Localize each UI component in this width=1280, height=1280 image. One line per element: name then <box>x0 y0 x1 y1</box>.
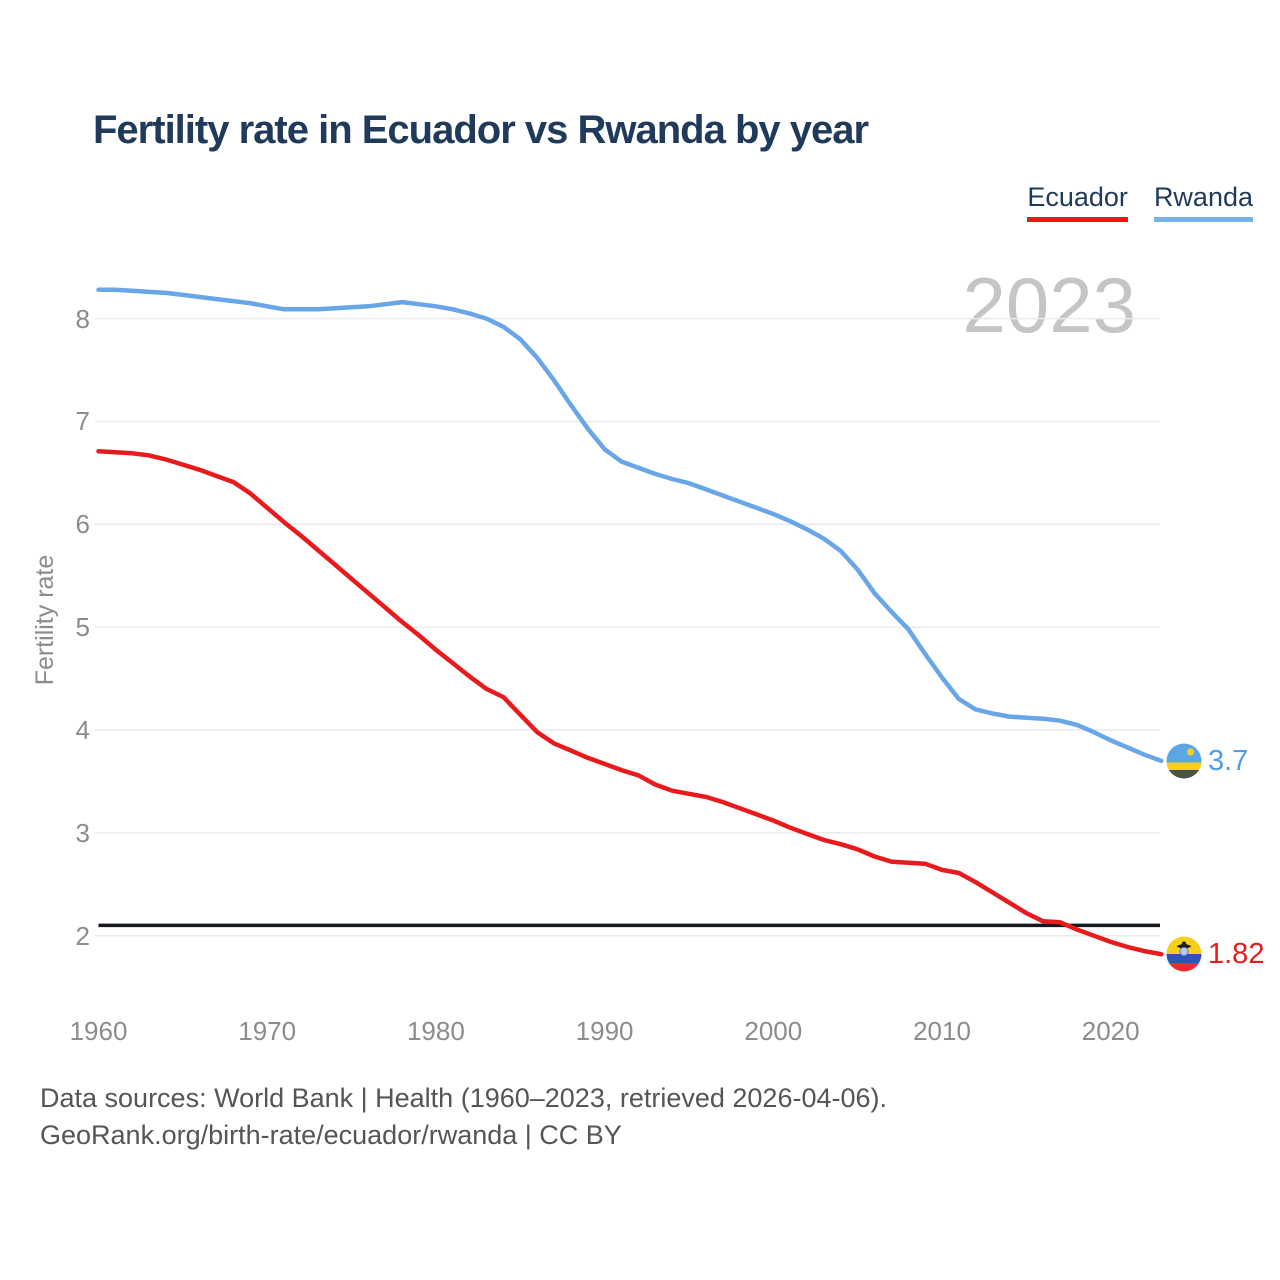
page-title: Fertility rate in Ecuador vs Rwanda by y… <box>93 108 869 152</box>
ecuador-flag-icon <box>1166 936 1202 972</box>
x-tick-label-2020: 2020 <box>1081 1016 1140 1046</box>
y-tick-label-2: 2 <box>75 920 90 951</box>
footer: Data sources: World Bank | Health (1960–… <box>40 1080 887 1154</box>
ecuador-line[interactable] <box>96 449 1164 957</box>
x-tick-label-1990: 1990 <box>575 1016 634 1046</box>
legend: Ecuador Rwanda <box>1027 182 1253 222</box>
y-tick-label-4: 4 <box>75 715 90 745</box>
x-tick-label-1960: 1960 <box>69 1016 128 1046</box>
x-tick-label-1980: 1980 <box>406 1016 465 1046</box>
footer-attribution-line: GeoRank.org/birth-rate/ecuador/rwanda | … <box>40 1120 622 1150</box>
x-tick-label-2000: 2000 <box>744 1016 803 1046</box>
y-tick-label-6: 6 <box>75 509 90 540</box>
legend-item-rwanda[interactable]: Rwanda <box>1153 182 1253 222</box>
x-tick-label-1970: 1970 <box>238 1016 297 1046</box>
ecuador-end-value-label: 1.82 <box>1208 938 1265 971</box>
legend-item-ecuador[interactable]: Ecuador <box>1027 182 1128 222</box>
footer-sources-line: Data sources: World Bank | Health (1960–… <box>40 1083 887 1113</box>
year-watermark: 2023 <box>962 261 1136 349</box>
y-tick-label-5: 5 <box>75 612 90 643</box>
rwanda-flag-icon <box>1166 743 1202 779</box>
rwanda-line[interactable] <box>96 287 1164 764</box>
x-tick-label-2010: 2010 <box>913 1016 971 1046</box>
gridlines <box>95 317 1160 937</box>
rwanda-end-value-label: 3.7 <box>1208 744 1249 777</box>
y-tick-label-7: 7 <box>75 406 90 437</box>
y-tick-label-8: 8 <box>75 303 90 334</box>
y-tick-label-3: 3 <box>75 817 90 848</box>
